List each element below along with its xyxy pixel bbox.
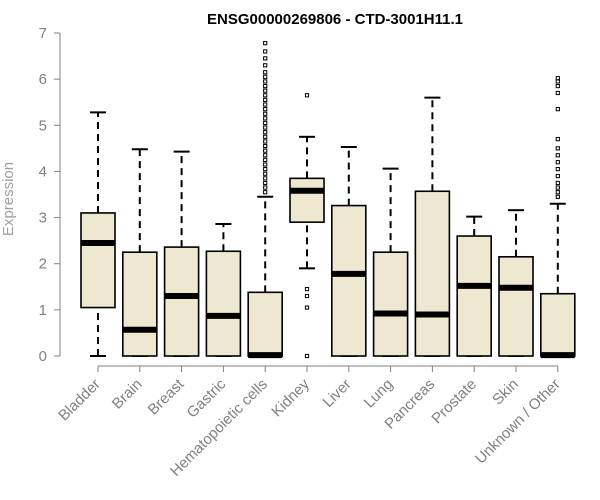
box-rect xyxy=(456,235,493,357)
box-brain xyxy=(122,148,158,357)
x-tick-label: Brain xyxy=(109,376,146,413)
y-axis: 0 1 2 3 4 5 6 7 xyxy=(39,25,61,365)
outlier-point xyxy=(263,74,268,79)
x-tick-label: Breast xyxy=(145,375,188,418)
outlier-point xyxy=(263,162,268,167)
y-tick-label: 1 xyxy=(39,302,47,319)
outlier-point xyxy=(304,93,310,98)
outlier-point xyxy=(555,180,560,186)
x-tick-label: Lung xyxy=(361,376,397,412)
outlier-point xyxy=(263,143,268,149)
outlier-point xyxy=(304,305,310,310)
y-tick-label: 4 xyxy=(39,163,47,180)
outlier-point xyxy=(263,153,268,158)
x-tick-label: Liver xyxy=(320,376,355,411)
outlier-point xyxy=(263,148,268,153)
outlier-point xyxy=(555,146,560,151)
y-tick-label: 5 xyxy=(39,117,47,134)
box-pancreas xyxy=(414,96,451,357)
outlier-point xyxy=(263,157,268,162)
x-tick-label: Prostate xyxy=(428,376,480,428)
outlier-point xyxy=(555,185,560,190)
outlier-point xyxy=(555,79,560,84)
y-axis-label: Expression xyxy=(0,162,17,236)
box-rect xyxy=(414,190,451,357)
outlier-point xyxy=(263,63,268,68)
outlier-point xyxy=(263,79,268,84)
outlier-point xyxy=(263,134,268,139)
outlier-point xyxy=(304,353,310,359)
outlier-point xyxy=(263,190,268,195)
outlier-point xyxy=(263,125,268,130)
outlier-point xyxy=(263,41,268,46)
y-tick-label: 6 xyxy=(39,71,47,88)
outlier-point xyxy=(263,167,268,172)
outlier-point xyxy=(263,93,268,98)
x-tick-label: Bladder xyxy=(55,376,104,425)
box-unknown-other xyxy=(539,76,576,359)
box-hematopoietic-cells xyxy=(247,41,283,359)
outlier-point xyxy=(263,185,268,190)
box-rect xyxy=(80,212,116,309)
outlier-point xyxy=(304,293,310,299)
y-tick-label: 2 xyxy=(39,256,47,273)
outlier-point xyxy=(263,111,268,116)
outlier-point xyxy=(263,88,268,93)
x-tick-label: Skin xyxy=(489,376,522,409)
outlier-point xyxy=(263,102,268,107)
y-tick-label: 7 xyxy=(39,25,47,42)
box-rect xyxy=(205,250,242,357)
outlier-point xyxy=(555,194,560,199)
outlier-point xyxy=(555,167,560,172)
outlier-point xyxy=(263,97,268,103)
box-breast xyxy=(163,150,200,357)
outlier-point xyxy=(263,70,268,75)
box-rect xyxy=(163,246,200,357)
outlier-point xyxy=(555,83,560,89)
outlier-point xyxy=(263,116,268,121)
box-kidney xyxy=(289,93,325,359)
chart-title: ENSG00000269806 - CTD-3001H11.1 xyxy=(207,11,463,28)
box-liver xyxy=(330,145,367,357)
box-skin xyxy=(498,209,534,357)
outlier-point xyxy=(263,130,268,135)
outlier-point xyxy=(555,76,560,81)
outlier-point xyxy=(263,180,268,186)
outlier-point xyxy=(555,90,560,96)
outlier-point xyxy=(263,176,268,181)
box-lung xyxy=(372,167,409,357)
outlier-point xyxy=(263,139,268,144)
box-gastric xyxy=(205,223,242,357)
outlier-point xyxy=(263,56,268,61)
outlier-point xyxy=(263,171,268,176)
outlier-point xyxy=(304,286,310,292)
y-tick-label: 0 xyxy=(39,348,47,365)
box-rect xyxy=(372,251,409,357)
box-rect xyxy=(247,291,283,357)
box-rect xyxy=(498,255,534,357)
outlier-point xyxy=(263,49,268,54)
y-tick-label: 3 xyxy=(39,210,47,227)
outlier-point xyxy=(555,190,560,195)
outlier-point xyxy=(263,83,268,89)
box-prostate xyxy=(456,215,493,357)
box-rect xyxy=(289,177,325,223)
box-rect xyxy=(539,292,576,357)
boxes-group xyxy=(80,41,576,359)
box-rect xyxy=(122,251,158,357)
box-rect xyxy=(330,204,367,357)
outlier-point xyxy=(555,173,560,179)
outlier-point xyxy=(263,107,268,112)
outlier-point xyxy=(555,107,560,112)
outlier-point xyxy=(555,153,560,158)
outlier-point xyxy=(555,160,560,165)
outlier-point xyxy=(263,120,268,126)
outlier-point xyxy=(555,137,560,142)
x-tick-label: Kidney xyxy=(268,375,313,420)
box-bladder xyxy=(80,111,116,357)
